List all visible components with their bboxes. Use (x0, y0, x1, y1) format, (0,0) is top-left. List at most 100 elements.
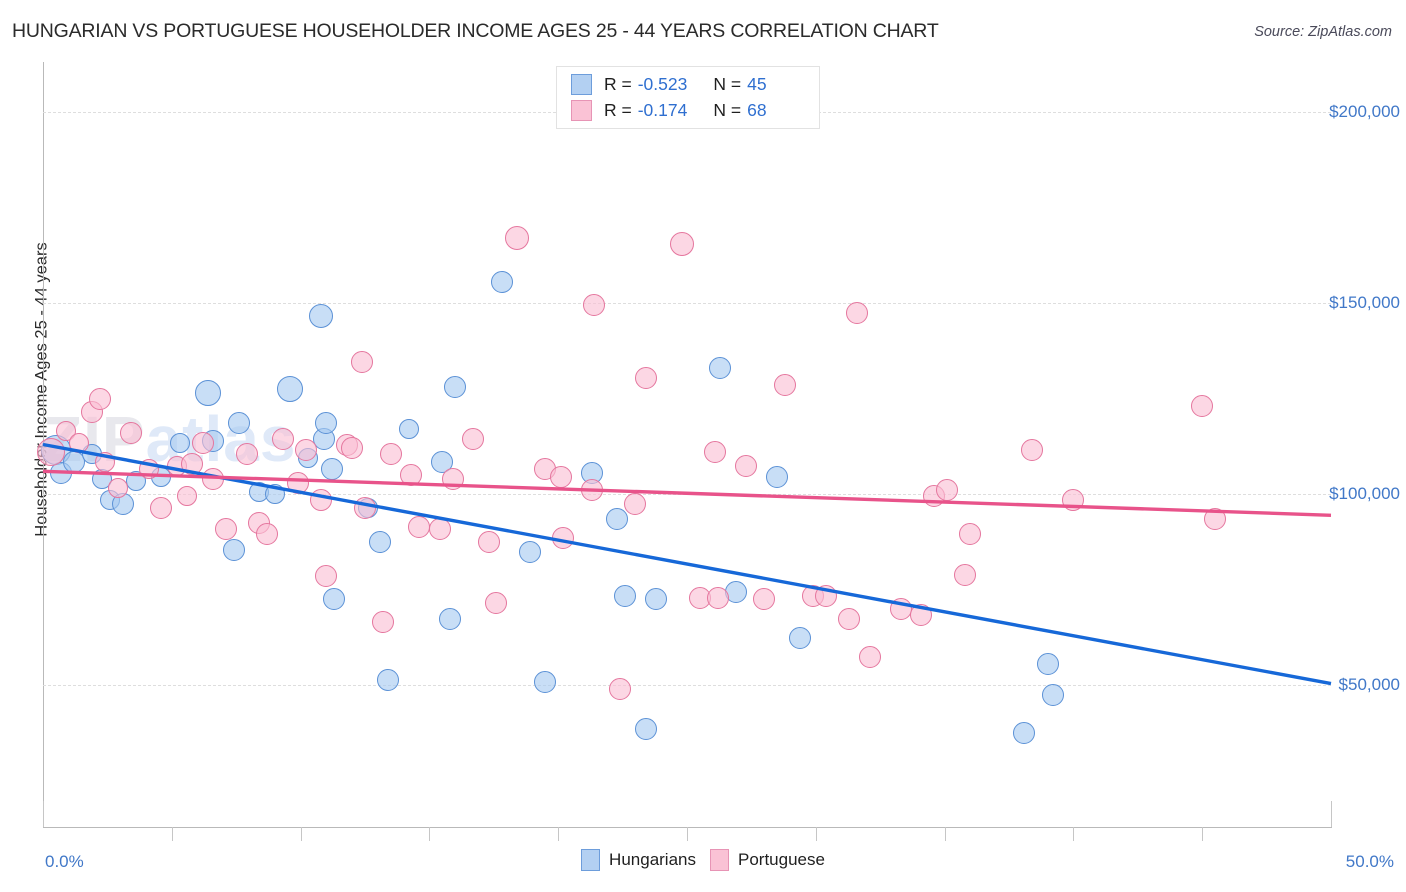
series-legend: Hungarians Portuguese (0, 849, 1406, 871)
data-point (504, 225, 529, 250)
data-point (177, 486, 198, 507)
x-axis-tick (1202, 827, 1204, 841)
trendlines-layer (42, 442, 1332, 686)
data-point (294, 439, 317, 462)
data-point (735, 454, 758, 477)
data-point (846, 301, 869, 324)
data-point (959, 523, 982, 546)
legend-row-portuguese: R = -0.174 N = 68 (571, 100, 767, 121)
series-legend-item-portuguese[interactable]: Portuguese (710, 849, 825, 871)
data-point (351, 351, 374, 374)
data-point (277, 376, 304, 403)
legend-r-key-blue: R = (604, 74, 632, 94)
data-point (256, 523, 279, 546)
y-axis-tick-label: $150,000 (1329, 292, 1400, 312)
series-swatch-hungarians (581, 849, 601, 871)
data-point (400, 464, 423, 487)
data-point (954, 563, 977, 586)
source-attribution: Source: ZipAtlas.com (1254, 24, 1392, 40)
data-point (214, 517, 237, 540)
data-point (1191, 395, 1214, 418)
legend-n-value-blue: 45 (747, 74, 767, 94)
data-point (341, 437, 364, 460)
x-axis-tick (687, 827, 688, 841)
data-point (706, 586, 729, 609)
data-point (1204, 508, 1227, 531)
data-point (606, 508, 629, 531)
data-point (645, 588, 668, 611)
data-point (1036, 653, 1059, 676)
legend-r-value-blue: -0.523 (637, 74, 688, 94)
x-axis-tick (944, 827, 946, 841)
x-axis-min-label: 0.0% (45, 852, 84, 871)
legend-r-value-pink: -0.174 (637, 100, 688, 120)
data-point (431, 450, 454, 473)
data-point (1013, 722, 1036, 745)
x-axis-tick (429, 827, 431, 841)
data-point (462, 427, 485, 450)
data-point (858, 645, 881, 668)
gridline (43, 302, 1331, 304)
data-point (490, 270, 513, 293)
data-point (36, 438, 65, 467)
y-axis-tick-label: $200,000 (1329, 101, 1400, 121)
data-point (181, 452, 204, 475)
data-point (439, 607, 461, 630)
data-point (119, 422, 142, 445)
data-point (1021, 439, 1044, 462)
x-axis-tick (815, 827, 817, 841)
data-point (634, 366, 657, 389)
data-point (766, 466, 789, 488)
data-point (704, 441, 727, 464)
legend-row-hungarians: R = -0.523 N = 45 (571, 74, 767, 95)
series-label-portuguese: Portuguese (738, 850, 825, 869)
data-point (838, 607, 861, 630)
x-axis-max-label: 50.0% (1345, 852, 1394, 871)
data-point (398, 419, 419, 440)
series-swatch-portuguese (710, 849, 729, 871)
x-axis-tick (1073, 827, 1075, 841)
plot-area: ZIPatlas (36, 62, 1332, 827)
data-point (624, 492, 647, 515)
data-point (485, 592, 508, 615)
data-point (227, 412, 250, 435)
legend-r-key-pink: R = (604, 100, 632, 120)
data-point (191, 431, 214, 454)
series-legend-item-hungarians[interactable]: Hungarians (581, 849, 696, 871)
data-point (222, 538, 245, 561)
page-title: HUNGARIAN VS PORTUGUESE HOUSEHOLDER INCO… (12, 20, 939, 42)
data-point (315, 565, 338, 588)
data-point (534, 670, 557, 693)
data-point (377, 668, 400, 691)
data-point (271, 427, 294, 450)
data-point (753, 588, 776, 611)
legend-n-key-pink: N = (713, 100, 742, 120)
x-axis-tick (43, 801, 44, 827)
data-point (309, 304, 334, 329)
data-point (369, 531, 392, 554)
correlation-legend: R = -0.523 N = 45 R = -0.174 N = 68 (556, 66, 820, 129)
data-point (235, 443, 258, 466)
data-point (88, 387, 111, 410)
data-point (477, 531, 500, 554)
x-axis-tick (558, 827, 560, 841)
data-point (169, 432, 190, 453)
legend-swatch-pink (571, 100, 592, 121)
data-point (379, 443, 402, 466)
gridline (43, 685, 1331, 687)
legend-n-value-pink: 68 (747, 100, 767, 120)
data-point (614, 584, 637, 607)
x-axis-tick (1331, 801, 1332, 827)
series-label-hungarians: Hungarians (609, 850, 696, 869)
data-point (518, 540, 541, 563)
data-point (194, 379, 221, 406)
data-point (315, 412, 338, 435)
y-axis-tick-label: $100,000 (1329, 484, 1400, 504)
data-point (372, 611, 395, 634)
data-point (609, 678, 632, 701)
data-point (107, 478, 128, 499)
data-point (773, 374, 796, 397)
legend-n-key-blue: N = (713, 74, 742, 94)
y-axis-tick-label: $50,000 (1338, 675, 1400, 695)
